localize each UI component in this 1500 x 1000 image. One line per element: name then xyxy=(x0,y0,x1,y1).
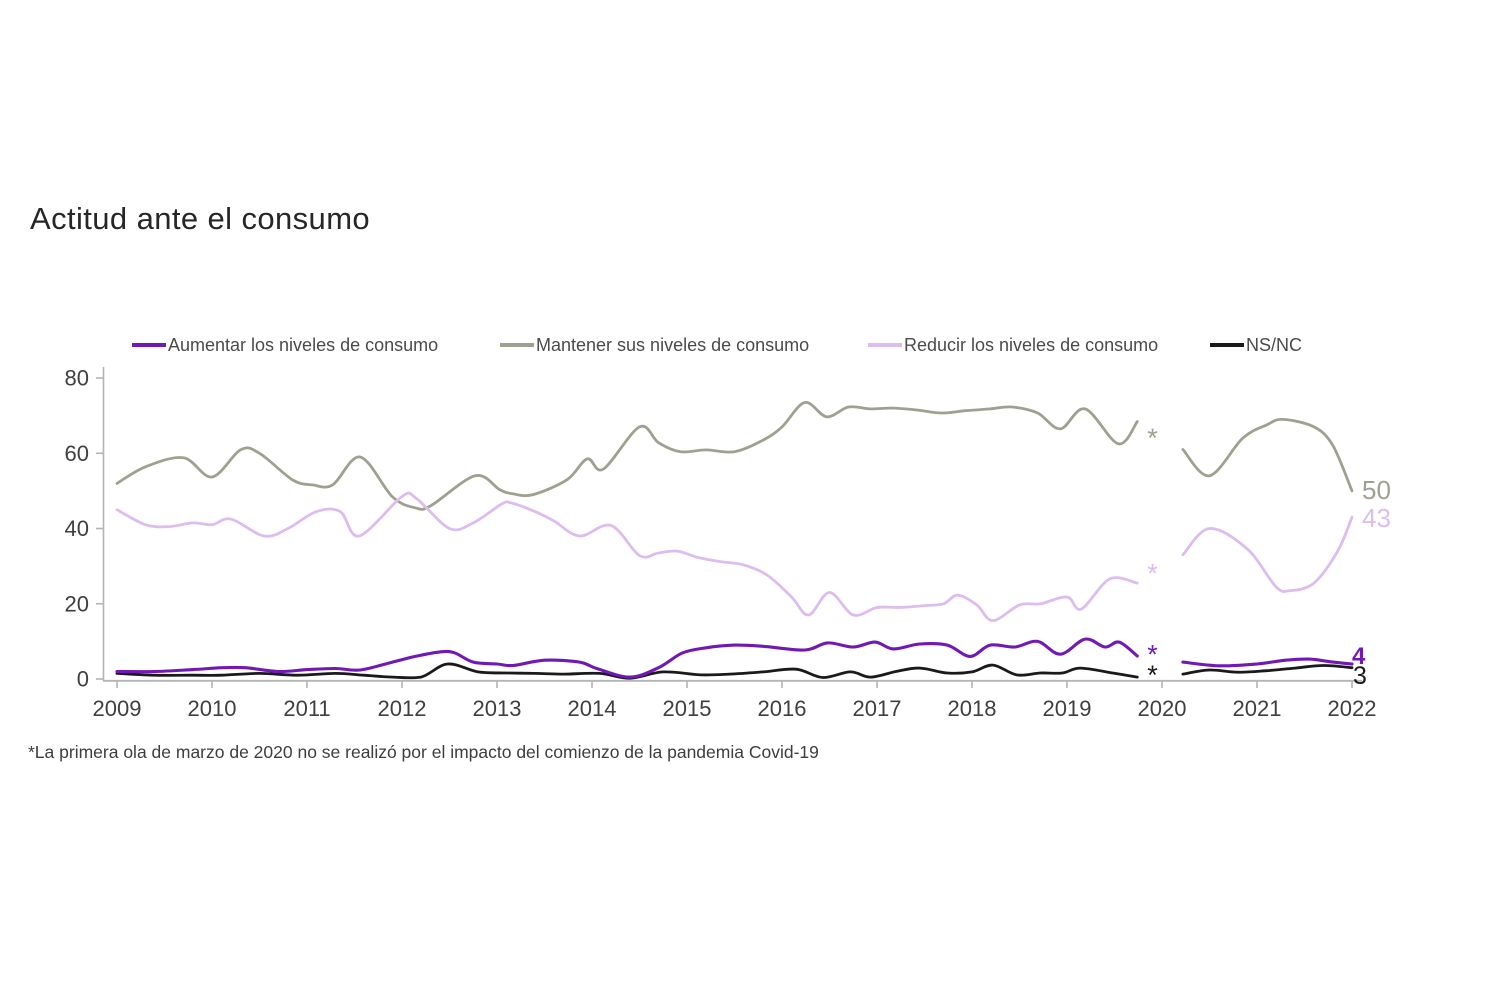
x-tick-label: 2015 xyxy=(663,696,712,721)
line-reducir-segment-2 xyxy=(1181,515,1354,593)
gap-asterisk-nsnc: * xyxy=(1147,660,1158,690)
legend-swatch-mantener-icon xyxy=(500,343,534,347)
legend-label-nsnc: NS/NC xyxy=(1246,334,1303,355)
legend-swatch-aumentar-icon xyxy=(132,343,166,347)
legend-item-reducir: Reducir los niveles de consumo xyxy=(868,334,1158,356)
x-tick-label: 2021 xyxy=(1233,696,1282,721)
line-mantener-segment-2 xyxy=(1181,417,1354,493)
y-tick-label: 20 xyxy=(65,591,89,616)
line-aumentar-segment-2 xyxy=(1181,657,1354,668)
line-aumentar-segment-1 xyxy=(115,637,1139,679)
x-tick-label: 2013 xyxy=(473,696,522,721)
gap-asterisk-reducir: * xyxy=(1147,559,1158,589)
x-tick-label: 2012 xyxy=(378,696,427,721)
legend-item-mantener: Mantener sus niveles de consumo xyxy=(500,334,809,356)
footnote: *La primera ola de marzo de 2020 no se r… xyxy=(28,742,819,762)
legend-item-nsnc: NS/NC xyxy=(1210,334,1302,356)
line-chart: 0 20 40 60 80 2009 2010 2011 2012 2013 2014 2015 201… xyxy=(65,366,1391,722)
x-tick-label: 2017 xyxy=(853,696,902,721)
line-nsnc-segment-2 xyxy=(1181,664,1354,676)
line-mantener-segment-1 xyxy=(115,401,1139,511)
legend-label-aumentar: Aumentar los niveles de consumo xyxy=(168,334,439,355)
y-tick-label: 0 xyxy=(77,667,89,692)
end-label-mantener: 50 xyxy=(1362,475,1391,505)
gap-asterisk-mantener: * xyxy=(1147,423,1158,453)
x-tick-label: 2018 xyxy=(948,696,997,721)
x-tick-label: 2020 xyxy=(1138,696,1187,721)
legend-swatch-nsnc-icon xyxy=(1210,343,1244,347)
x-tick-label: 2022 xyxy=(1328,696,1377,721)
x-tick-label: 2010 xyxy=(188,696,237,721)
y-tick-label: 80 xyxy=(65,366,89,391)
chart-title: Actitud ante el consumo xyxy=(30,201,371,236)
line-reducir-segment-1 xyxy=(115,491,1139,623)
x-tick-label: 2009 xyxy=(93,696,142,721)
gap-asterisk-aumentar: * xyxy=(1147,640,1158,670)
end-label-nsnc: 3 xyxy=(1353,662,1367,690)
y-tick-label: 60 xyxy=(65,441,89,466)
x-tick-label: 2016 xyxy=(758,696,807,721)
legend-label-mantener: Mantener sus niveles de consumo xyxy=(536,334,810,355)
legend-swatch-reducir-icon xyxy=(868,343,902,347)
end-label-aumentar: 4 xyxy=(1352,643,1366,670)
line-nsnc-segment-1 xyxy=(115,662,1139,680)
y-tick-label: 40 xyxy=(65,516,89,541)
x-tick-label: 2014 xyxy=(568,696,617,721)
legend-label-reducir: Reducir los niveles de consumo xyxy=(904,334,1159,355)
x-tick-label: 2011 xyxy=(283,696,330,721)
legend-item-aumentar: Aumentar los niveles de consumo xyxy=(132,334,438,356)
x-tick-label: 2019 xyxy=(1043,696,1092,721)
end-label-reducir: 43 xyxy=(1362,503,1391,533)
